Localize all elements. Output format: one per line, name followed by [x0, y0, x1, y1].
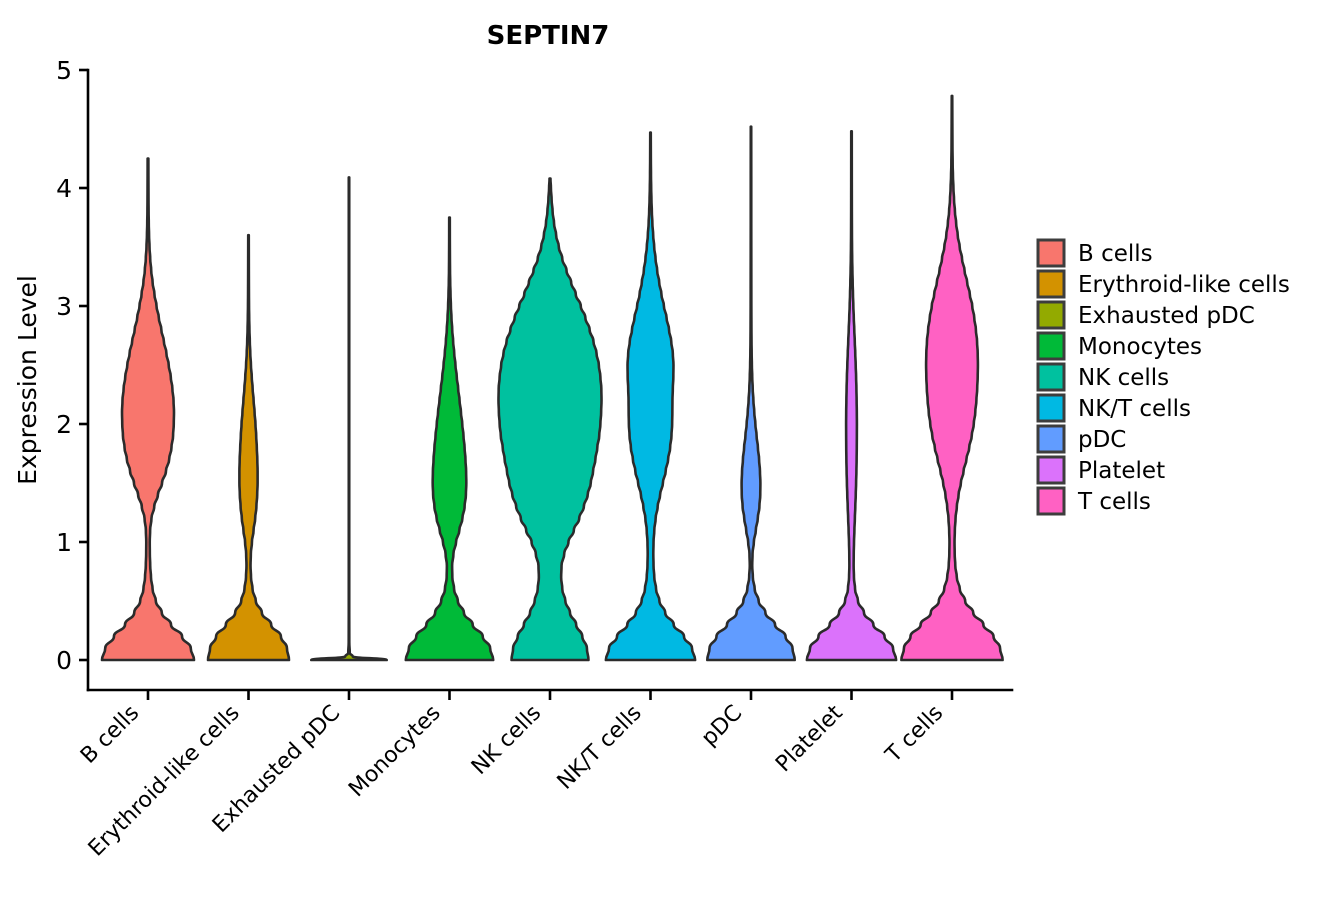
legend-label-3[interactable]: Monocytes	[1078, 334, 1202, 360]
violin-t-cells[interactable]	[900, 94, 1004, 662]
violin-series-group	[100, 94, 1004, 662]
violin-exhausted-pdc[interactable]	[309, 176, 389, 662]
y-axis: 0 1 2 3 4 5	[56, 56, 90, 692]
legend-label-6[interactable]: pDC	[1078, 427, 1126, 453]
y-tick-label: 4	[56, 174, 72, 203]
violin-b-cells[interactable]	[100, 157, 196, 662]
violin-pdc[interactable]	[706, 125, 796, 662]
legend-swatch-4[interactable]	[1036, 362, 1066, 392]
legend-swatch-2[interactable]	[1036, 300, 1066, 330]
legend-label-5[interactable]: NK/T cells	[1078, 396, 1191, 422]
legend-swatch-7[interactable]	[1036, 455, 1066, 485]
legend-label-2[interactable]: Exhausted pDC	[1078, 303, 1255, 329]
legend-swatch-3[interactable]	[1036, 331, 1066, 361]
y-tick-label: 1	[56, 528, 72, 557]
legend-swatch-5[interactable]	[1036, 393, 1066, 423]
violin-erythroid-like-cells[interactable]	[206, 233, 291, 662]
y-tick-label: 5	[56, 56, 72, 85]
legend-swatch-0[interactable]	[1036, 238, 1066, 268]
violin-platelet[interactable]	[805, 130, 898, 662]
violin-nk-cells[interactable]	[497, 177, 603, 662]
legend: B cells Erythroid-like cells Exhausted pDC…	[1036, 238, 1290, 516]
legend-label-7[interactable]: Platelet	[1078, 458, 1165, 484]
legend-swatch-1[interactable]	[1036, 269, 1066, 299]
violin-monocytes[interactable]	[404, 216, 495, 662]
legend-label-1[interactable]: Erythroid-like cells	[1078, 272, 1290, 298]
legend-swatch-8[interactable]	[1036, 486, 1066, 516]
y-tick-label: 2	[56, 410, 72, 439]
y-tick-label: 0	[56, 646, 72, 675]
legend-label-8[interactable]: T cells	[1077, 489, 1151, 515]
legend-label-4[interactable]: NK cells	[1078, 365, 1169, 391]
legend-label-0[interactable]: B cells	[1078, 241, 1153, 267]
violin-nk-t-cells[interactable]	[604, 131, 697, 662]
page-title: SEPTIN7	[487, 21, 610, 51]
y-tick-label: 3	[56, 292, 72, 321]
legend-swatch-6[interactable]	[1036, 424, 1066, 454]
y-axis-label: Expression Level	[13, 275, 42, 485]
